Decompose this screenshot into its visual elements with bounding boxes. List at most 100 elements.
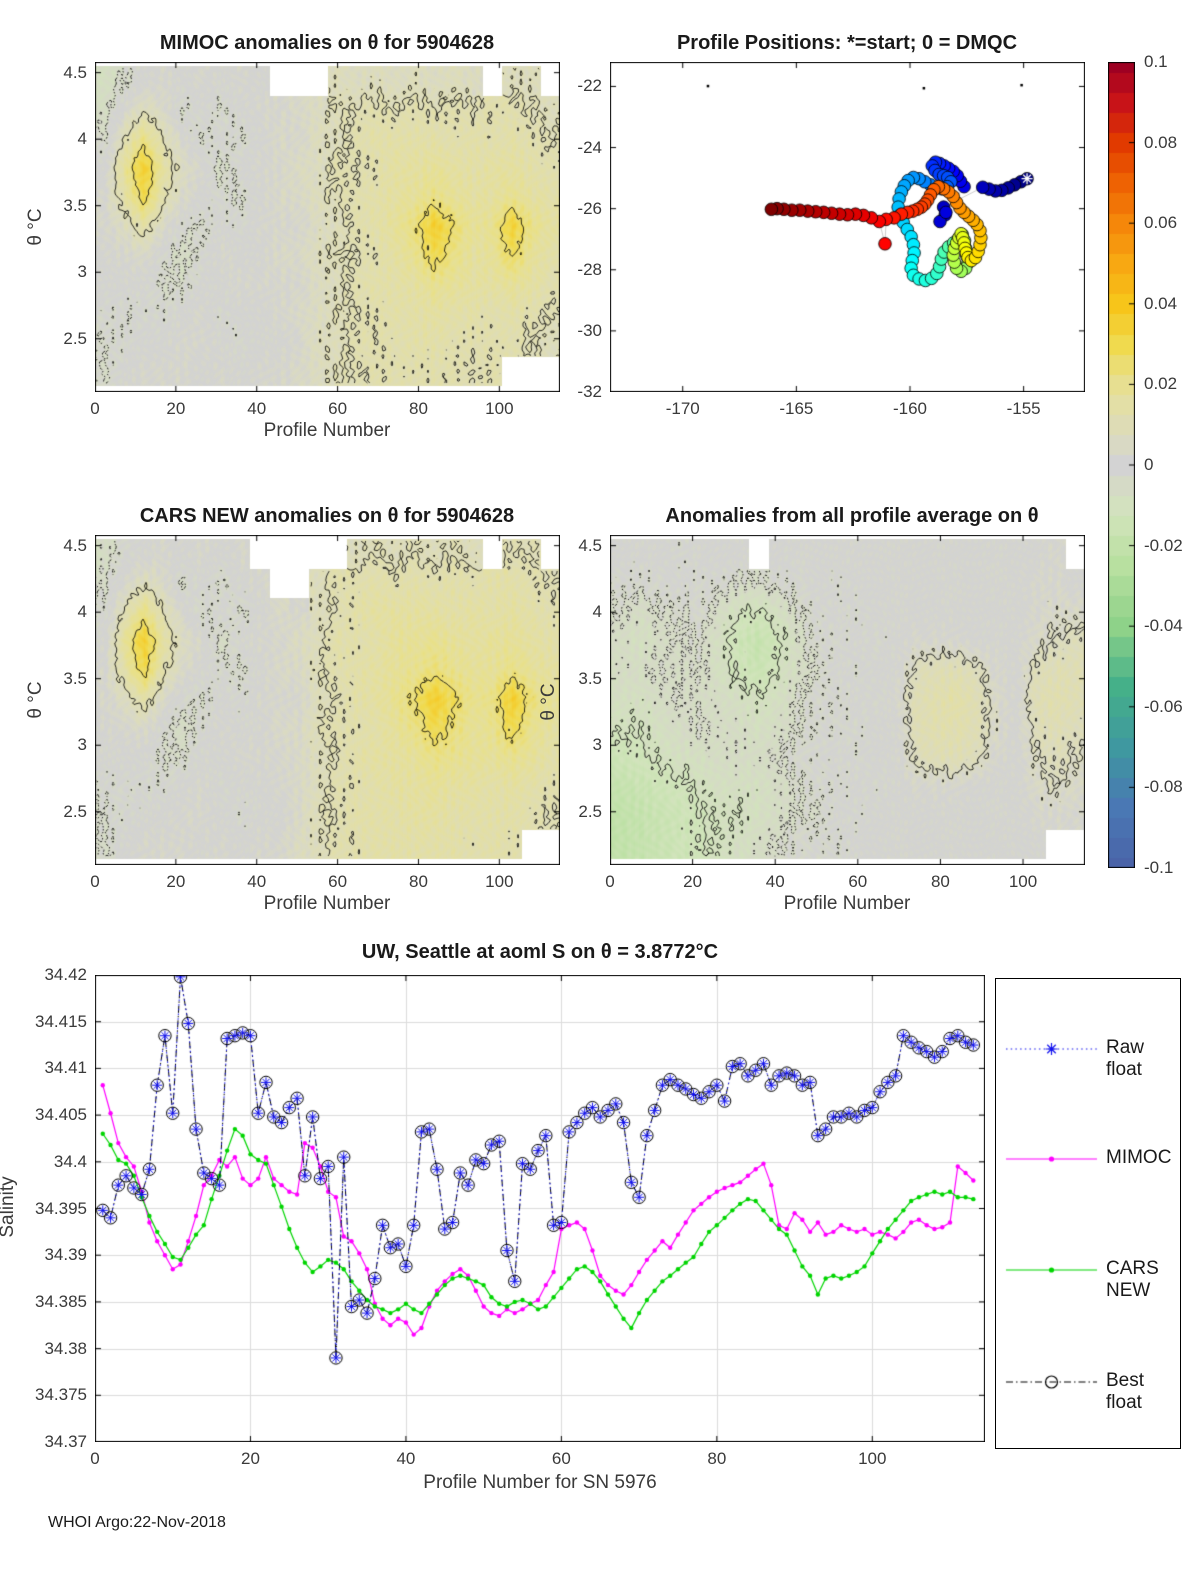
cars-ytick-label: 3 xyxy=(77,735,87,755)
salinity-ytick-label: 34.4 xyxy=(53,1151,87,1171)
positions-ytick-label: -22 xyxy=(577,76,602,96)
legend-label-raw-float: Raw float xyxy=(1106,1037,1145,1080)
positions-xtick-label: -160 xyxy=(892,399,928,418)
positions-xtick-label: -170 xyxy=(665,399,700,418)
allavg-xtick-label: 100 xyxy=(1008,872,1038,891)
salinity-ytick-label: 34.395 xyxy=(35,1198,87,1218)
raw-float-line-sample-icon xyxy=(1004,1038,1099,1060)
mimoc-ytick-label: 3 xyxy=(77,262,87,282)
colorbar-tick-label: 0 xyxy=(1144,455,1154,474)
cars-anomaly-heatmap xyxy=(95,535,560,865)
allavg-anomaly-heatmap xyxy=(610,535,1085,865)
best-float-line-sample-icon xyxy=(1004,1371,1099,1393)
legend: Raw float MIMOC CARS NEW Best float xyxy=(995,978,1181,1449)
mimoc-ytick-label: 4 xyxy=(77,129,87,149)
positions-ytick-label: -28 xyxy=(577,259,602,279)
positions-ytick-label: -30 xyxy=(577,320,602,340)
allavg-ytick-label: 4.5 xyxy=(578,535,602,555)
cars-xtick-label: 60 xyxy=(328,872,348,891)
mimoc-xtick-label: 20 xyxy=(166,399,186,418)
colorbar-tick-label: 0.1 xyxy=(1144,52,1168,71)
allavg-xaxis-label: Profile Number xyxy=(783,893,911,914)
colorbar-tick-label: 0.06 xyxy=(1144,213,1178,233)
legend-item-cars-new: CARS NEW xyxy=(996,1258,1180,1301)
allavg-xtick-label: 0 xyxy=(605,872,615,891)
allavg-xtick-label: 80 xyxy=(930,872,950,891)
cars-xtick-label: 100 xyxy=(485,872,514,891)
mimoc-xtick-label: 100 xyxy=(485,399,514,418)
allavg-xtick-label: 60 xyxy=(848,872,868,891)
mimoc-xtick-label: 80 xyxy=(409,399,428,418)
allavg-ytick-label: 4 xyxy=(592,602,602,622)
salinity-panel-title: UW, Seattle at aoml S on θ = 3.8772°C xyxy=(361,941,719,963)
mimoc-ytick-label: 3.5 xyxy=(63,195,87,215)
salinity-xtick-label: 0 xyxy=(90,1449,100,1468)
mimoc-ytick-label: 2.5 xyxy=(63,328,87,348)
salinity-ytick-label: 34.38 xyxy=(44,1338,87,1358)
mimoc-line-sample-icon xyxy=(1004,1148,1099,1170)
legend-item-raw-float: Raw float xyxy=(996,1037,1180,1080)
allavg-panel-title: Anomalies from all profile average on θ xyxy=(665,505,1039,527)
salinity-xtick-label: 80 xyxy=(707,1449,727,1468)
colorbar-tick-label: -0.02 xyxy=(1144,535,1183,555)
salinity-xtick-label: 100 xyxy=(858,1449,887,1468)
cars-panel-title: CARS NEW anomalies on θ for 5904628 xyxy=(139,505,515,527)
positions-panel-title: Profile Positions: *=start; 0 = DMQC xyxy=(676,32,1018,54)
mimoc-xtick-label: 60 xyxy=(328,399,348,418)
positions-xtick-label: -165 xyxy=(779,399,814,418)
colorbar-tick-label: 0.04 xyxy=(1144,293,1178,313)
mimoc-panel-title: MIMOC anomalies on θ for 5904628 xyxy=(159,32,495,54)
colorbar-tick-label: 0.08 xyxy=(1144,132,1178,152)
allavg-xtick-label: 20 xyxy=(683,872,703,891)
mimoc-ytick-label: 4.5 xyxy=(63,62,87,82)
salinity-ytick-label: 34.375 xyxy=(35,1385,87,1405)
colorbar-tick-label: -0.08 xyxy=(1144,777,1183,797)
salinity-ytick-label: 34.415 xyxy=(35,1011,87,1031)
salinity-ytick-label: 34.42 xyxy=(44,965,87,984)
positions-xtick-label: -155 xyxy=(1006,399,1041,418)
cars-new-line-sample-icon xyxy=(1004,1259,1099,1281)
legend-item-mimoc: MIMOC xyxy=(996,1147,1180,1171)
cars-ytick-label: 2.5 xyxy=(63,801,87,821)
profile-positions-map xyxy=(610,62,1085,392)
cars-xtick-label: 40 xyxy=(247,872,267,891)
salinity-ytick-label: 34.39 xyxy=(44,1245,87,1265)
colorbar-tick-label: -0.04 xyxy=(1144,616,1183,636)
salinity-xtick-label: 40 xyxy=(396,1449,416,1468)
cars-xtick-label: 20 xyxy=(166,872,186,891)
allavg-xtick-label: 40 xyxy=(765,872,785,891)
colorbar-tick-label: 0.02 xyxy=(1144,374,1178,394)
legend-label-mimoc: MIMOC xyxy=(1106,1147,1172,1168)
salinity-xtick-label: 20 xyxy=(240,1449,260,1468)
colorbar-tick-label: -0.1 xyxy=(1144,858,1174,877)
legend-label-cars-new: CARS NEW xyxy=(1106,1258,1159,1301)
mimoc-xtick-label: 40 xyxy=(247,399,267,418)
allavg-ytick-label: 3 xyxy=(592,735,602,755)
positions-ytick-label: -32 xyxy=(577,382,602,401)
colorbar-tick-label: -0.06 xyxy=(1144,696,1183,716)
cars-xaxis-label: Profile Number xyxy=(263,893,391,914)
salinity-yaxis-label: Salinity xyxy=(0,1176,18,1238)
footer-timestamp: WHOI Argo:22-Nov-2018 xyxy=(48,1514,226,1531)
salinity-ytick-label: 34.41 xyxy=(44,1058,87,1078)
legend-item-best-float: Best float xyxy=(996,1370,1180,1413)
salinity-ytick-label: 34.385 xyxy=(35,1291,87,1311)
salinity-xtick-label: 60 xyxy=(551,1449,571,1468)
salinity-timeseries-plot xyxy=(95,975,985,1442)
anomaly-colorbar xyxy=(1108,62,1135,868)
positions-ytick-label: -24 xyxy=(577,137,602,157)
allavg-yaxis-label: θ °C xyxy=(538,683,559,721)
allavg-ytick-label: 2.5 xyxy=(578,801,602,821)
salinity-xaxis-label: Profile Number for SN 5976 xyxy=(423,1472,657,1493)
mimoc-xtick-label: 0 xyxy=(90,399,100,418)
legend-label-best-float: Best float xyxy=(1106,1370,1145,1413)
positions-ytick-label: -26 xyxy=(577,198,602,218)
allavg-ytick-label: 3.5 xyxy=(578,668,602,688)
cars-ytick-label: 3.5 xyxy=(63,668,87,688)
cars-ytick-label: 4 xyxy=(77,602,87,622)
cars-ytick-label: 4.5 xyxy=(63,535,87,555)
cars-xtick-label: 80 xyxy=(409,872,428,891)
mimoc-anomaly-heatmap xyxy=(95,62,560,392)
salinity-ytick-label: 34.405 xyxy=(35,1105,87,1125)
